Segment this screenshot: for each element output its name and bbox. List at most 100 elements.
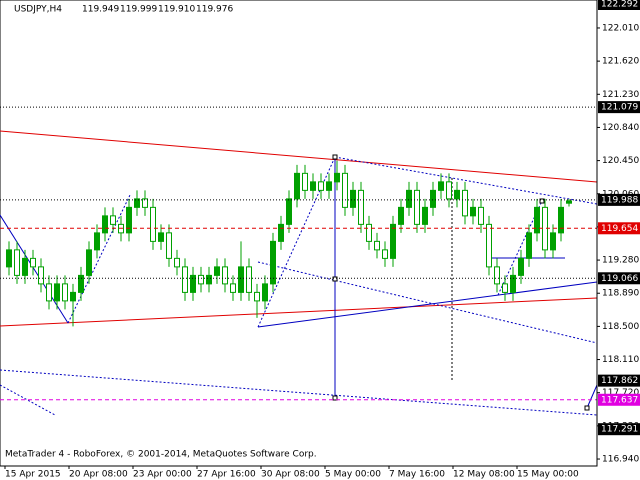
symbol: USDJPY,H4 — [14, 5, 62, 15]
candle-body — [350, 189, 356, 208]
y-tick-label: 118.500 — [602, 322, 639, 332]
candle-body — [398, 206, 404, 225]
candle-body — [214, 266, 220, 276]
y-tick-label: 120.840 — [602, 123, 639, 133]
candle-body — [142, 198, 148, 208]
candle-body — [78, 274, 84, 293]
candle-body — [550, 232, 556, 251]
candle-body — [422, 206, 428, 225]
candle-body — [366, 223, 372, 242]
level-label: 119.066 — [601, 274, 638, 284]
candle-body — [318, 181, 324, 191]
candle-body — [222, 266, 228, 285]
candle-body — [270, 240, 276, 285]
candle-body — [86, 249, 92, 276]
candle-body — [558, 206, 564, 234]
x-tick-label: 30 Apr 08:00 — [261, 470, 320, 480]
candle-body — [454, 189, 460, 200]
x-tick-label: 27 Apr 16:00 — [197, 470, 256, 480]
level-box — [598, 101, 640, 114]
x-tick-label: 5 May 00:00 — [325, 470, 381, 480]
level-label: 122.292 — [601, 0, 638, 9]
level-label: 117.291 — [601, 425, 638, 435]
candle-body — [406, 189, 412, 208]
level-box — [598, 272, 640, 285]
level-box — [598, 423, 640, 436]
candle-body — [382, 249, 388, 259]
x-tick-label: 15 May 00:00 — [517, 470, 579, 480]
x-tick-label: 20 Apr 08:00 — [69, 470, 128, 480]
open-price: 119.949 — [82, 5, 119, 15]
candle-body — [358, 189, 364, 225]
candle-body — [190, 274, 196, 293]
candle-body — [158, 232, 164, 242]
level-box — [598, 222, 640, 235]
x-tick-label: 23 Apr 00:00 — [133, 470, 192, 480]
y-tick-label: 121.230 — [602, 90, 639, 100]
y-tick-label: 116.940 — [602, 455, 639, 465]
y-tick-label: 118.110 — [602, 355, 639, 365]
candle-body — [526, 232, 532, 259]
candle-body — [6, 249, 12, 268]
drawings — [0, 130, 598, 416]
candle-body — [102, 215, 108, 234]
level-label: 117.637 — [601, 395, 638, 405]
high-price: 119.999 — [120, 5, 157, 15]
y-tick-label: 119.280 — [602, 256, 639, 266]
candle-body — [70, 291, 76, 302]
candle-body — [110, 215, 116, 225]
y-tick-label: 120.450 — [602, 156, 639, 166]
level-label: 119.988 — [601, 195, 638, 205]
candle-body — [22, 257, 28, 276]
candle-body — [462, 189, 468, 217]
candle-body — [294, 172, 300, 200]
candle-body — [310, 181, 316, 191]
candle-body — [518, 257, 524, 276]
candle-body — [334, 172, 340, 183]
candle-body — [342, 172, 348, 208]
candle-body — [478, 206, 484, 225]
candle-body — [502, 283, 508, 293]
candle-body — [62, 283, 68, 302]
candle-body — [230, 283, 236, 293]
candle-body — [390, 223, 396, 259]
plot-frame — [0, 0, 598, 467]
low-price: 119.910 — [158, 5, 195, 15]
x-tick-label: 7 May 16:00 — [389, 470, 445, 480]
candle-body — [494, 266, 500, 285]
candle-body — [246, 266, 252, 293]
level-box — [598, 393, 640, 406]
candle-body — [198, 274, 204, 285]
level-box — [598, 0, 640, 10]
candle-body — [566, 200, 572, 204]
candle-body — [94, 232, 100, 251]
candle-body — [262, 283, 268, 302]
level-box — [598, 193, 640, 206]
candle-body — [14, 249, 20, 276]
candle-body — [46, 283, 52, 302]
x-tick-label: 12 May 08:00 — [453, 470, 515, 480]
candle-body — [206, 274, 212, 285]
candle-body — [174, 257, 180, 268]
footer: MetaTrader 4 - RoboForex, © 2001-2014, M… — [5, 450, 317, 460]
y-tick-label: 121.620 — [602, 57, 639, 67]
candle-body — [286, 198, 292, 225]
candle-body — [150, 206, 156, 242]
candle-body — [326, 181, 332, 191]
level-label: 121.079 — [601, 103, 638, 113]
candle-body — [54, 283, 60, 302]
level-label: 119.654 — [601, 224, 638, 234]
candle-body — [254, 291, 260, 302]
candle-body — [438, 181, 444, 191]
candle-body — [182, 266, 188, 293]
candle-body — [430, 189, 436, 208]
candle-body — [302, 172, 308, 191]
candle-body — [30, 257, 36, 268]
candle-body — [166, 232, 172, 259]
candle-body — [414, 189, 420, 225]
candle-body — [134, 198, 140, 208]
close-price: 119.976 — [196, 5, 233, 15]
candle-body — [126, 206, 132, 234]
candle-body — [446, 181, 452, 200]
